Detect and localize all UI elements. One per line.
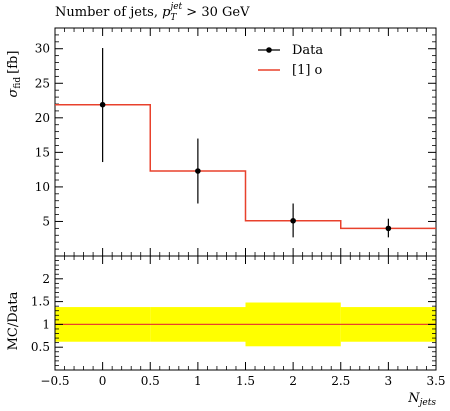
data-point [195,168,201,174]
x-axis-label: Njets [407,391,436,407]
data-point [385,225,392,232]
main-y-tick-label: 25 [35,76,50,90]
main-y-tick-label: 20 [35,111,50,125]
mc-histogram-line [55,103,436,230]
chart-title: Number of jets, pTjet > 30 GeV [55,2,250,23]
x-tick-label: 1.5 [236,374,255,388]
main-y-tick-label: 15 [35,145,50,159]
x-tick-label: −0.5 [40,374,69,388]
x-tick-label: 2.5 [331,374,350,388]
main-y-tick-label: 5 [42,214,50,228]
legend: Data [1] o [258,43,323,78]
ratio-frame [54,255,437,371]
ratio-y-axis-label: MC/Data [6,291,21,350]
x-tick-label: 3.5 [426,374,445,388]
legend-entry-data: Data [258,43,323,58]
x-tick-label: 0 [99,374,107,388]
x-tick-label: 0.5 [141,374,160,388]
ratio-y-tick-label: 0.5 [31,340,50,354]
main-y-tick-label: 10 [35,180,50,194]
legend-data-marker-dot [266,47,272,53]
legend-mc-label: [1] o [292,63,323,78]
x-tick-label: 1 [194,374,202,388]
legend-data-label: Data [292,43,323,58]
data-point [99,101,106,108]
data-point [290,217,296,224]
x-tick-label: 2 [289,374,297,388]
x-tick-label: 3 [385,374,393,388]
ratio-y-tick-label: 1 [42,317,50,331]
legend-entry-mc: [1] o [258,63,323,78]
main-y-tick-label: 30 [35,42,50,56]
ratio-y-tick-label: 1.5 [31,295,50,309]
main-y-axis-label: σfid[fb] [6,51,23,98]
ratio-y-tick-label: 2 [42,272,50,286]
main-frame [54,27,437,257]
ratio-panel: 0.5 1 1.5 2 −0.5 0 0.5 1 1.5 2 2.5 3 3.5 [31,255,446,388]
